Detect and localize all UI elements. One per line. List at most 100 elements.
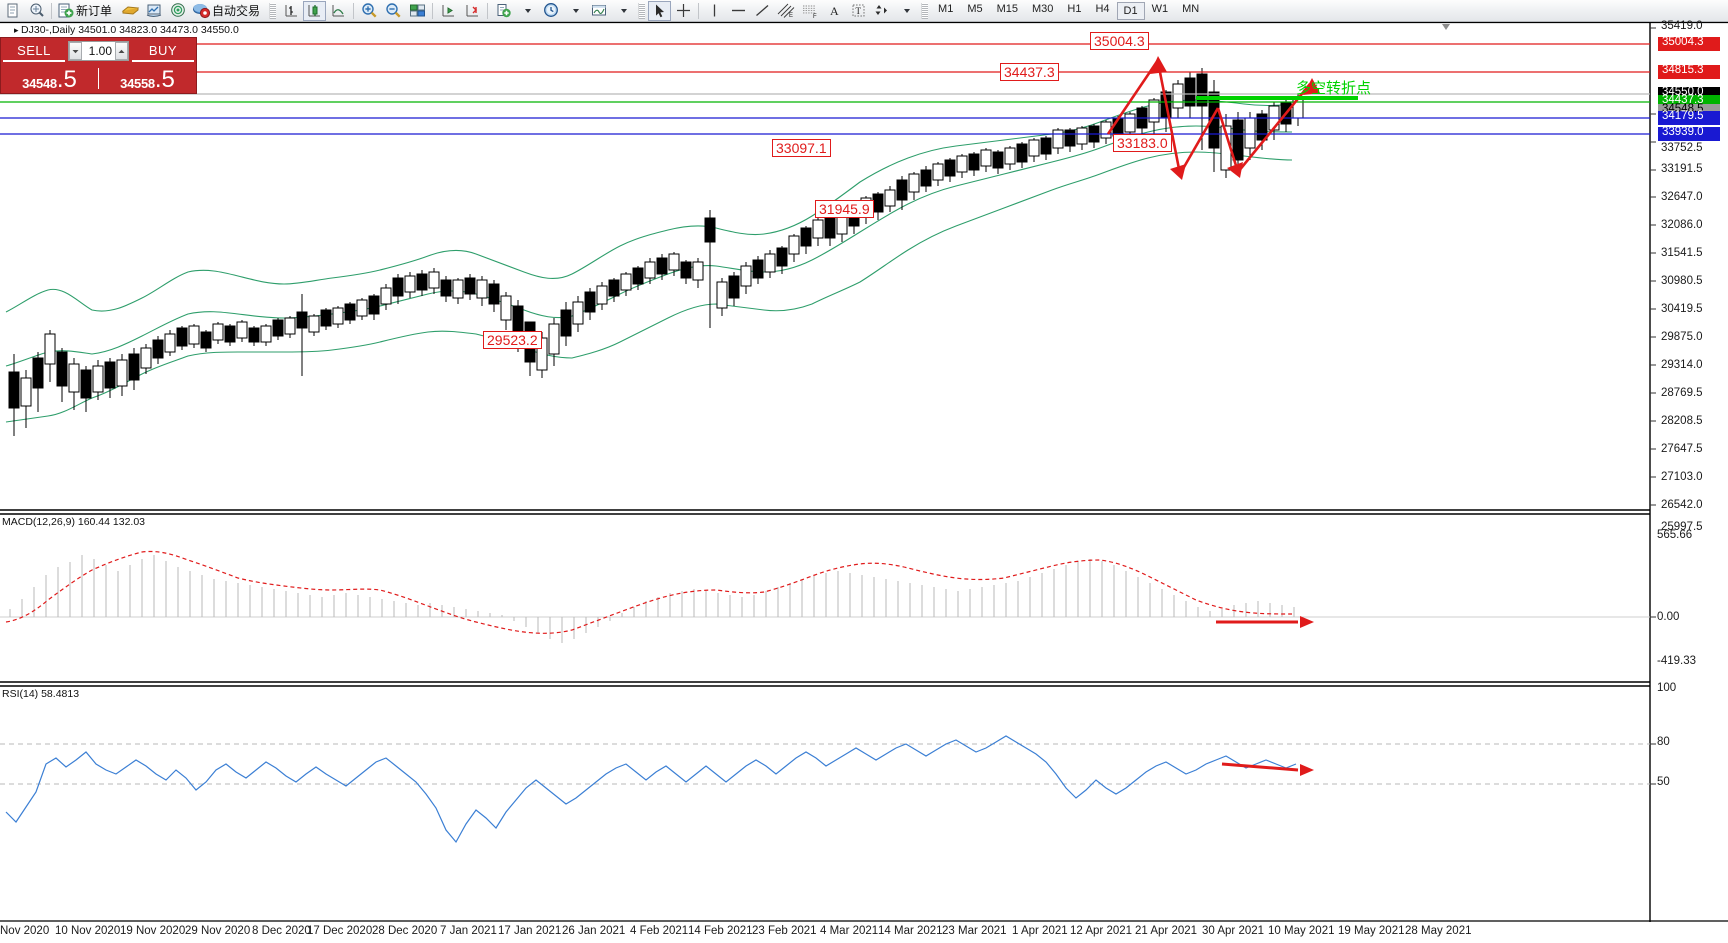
- annotation-31945[interactable]: 31945.9: [815, 200, 874, 218]
- cursor-icon[interactable]: [648, 0, 672, 21]
- toolbar-grip[interactable]: [638, 2, 646, 19]
- octp-divider: [98, 68, 99, 89]
- bollinger-middle-band: [5, 125, 1293, 367]
- y-axis-label-13: 27103.0: [1661, 471, 1703, 483]
- x-axis-label-17: 12 Apr 2021: [1070, 925, 1133, 937]
- macd-indicator-label: MACD(12,26,9) 160.44 132.03: [2, 516, 146, 528]
- bollinger-upper-band: [5, 99, 1293, 313]
- profiles-icon[interactable]: [24, 1, 48, 21]
- x-axis-label-16: 1 Apr 2021: [1012, 925, 1068, 937]
- annotation-29523[interactable]: 29523.2: [483, 331, 542, 349]
- trend-arrow-heads: [1150, 56, 1320, 180]
- timeframe-mn[interactable]: MN: [1182, 2, 1200, 15]
- toolbar-divider: [698, 2, 700, 19]
- buy-price[interactable]: 34558.5: [99, 64, 196, 93]
- annotation-33097[interactable]: 33097.1: [772, 139, 831, 157]
- new-order-button[interactable]: 新订单: [55, 1, 118, 21]
- sell-price[interactable]: 34548.5: [1, 64, 98, 93]
- x-axis-label-11: 14 Feb 2021: [688, 925, 753, 937]
- new-order-label: 新订单: [76, 4, 113, 18]
- navigator-icon[interactable]: [166, 1, 190, 21]
- x-axis-label-5: 17 Dec 2020: [307, 925, 373, 937]
- annotation-turning-point[interactable]: 多空转折点: [1296, 79, 1372, 97]
- arrows-icon[interactable]: [870, 1, 894, 21]
- bar-chart-icon[interactable]: [279, 1, 303, 21]
- tile-windows-icon[interactable]: [405, 1, 429, 21]
- sell-button[interactable]: SELL: [3, 40, 65, 62]
- zoom-in-icon[interactable]: [357, 1, 381, 21]
- price-tag-34550: 34550.0: [1662, 86, 1704, 98]
- price-tag-34179: 34179.5: [1662, 110, 1704, 122]
- timeframe-h1[interactable]: H1: [1067, 2, 1082, 15]
- timeframe-h4[interactable]: H4: [1095, 2, 1110, 15]
- timeframe-m5[interactable]: M5: [967, 2, 983, 15]
- x-axis-label-2: 19 Nov 2020: [120, 925, 186, 937]
- axis-price-tags: [1658, 37, 1720, 141]
- volume-value[interactable]: 1.00: [88, 44, 112, 58]
- one-click-trading-panel[interactable]: SELL 1.00 BUY 34548.5 34558.5: [0, 37, 197, 94]
- buy-button[interactable]: BUY: [132, 40, 194, 62]
- auto-scroll-icon[interactable]: [460, 1, 484, 21]
- equidistant-channel-icon[interactable]: E: [774, 1, 798, 21]
- chart-symbol-text: DJ30-,Daily 34501.0 34823.0 34473.0 3455…: [21, 24, 239, 36]
- price-tag-33939: 33939.0: [1662, 126, 1704, 138]
- horizontal-line-icon[interactable]: [726, 1, 750, 21]
- toolbar-grip[interactable]: [921, 2, 929, 19]
- fibonacci-icon[interactable]: F: [798, 1, 822, 21]
- shift-chart-icon[interactable]: [436, 1, 460, 21]
- zoom-out-icon[interactable]: [381, 1, 405, 21]
- annotation-34437[interactable]: 34437.3: [1000, 63, 1059, 81]
- sell-price-decimal: .5: [56, 66, 77, 93]
- text-label-icon[interactable]: T: [846, 1, 870, 21]
- rsi-axis-label-0: 100: [1657, 682, 1677, 694]
- new-chart-icon[interactable]: [0, 1, 24, 21]
- y-axis-label-5: 31541.5: [1661, 247, 1703, 259]
- timeframe-w1[interactable]: W1: [1151, 2, 1169, 15]
- macd-axis-label-0: 565.66: [1657, 529, 1693, 541]
- bollinger-lower-band: [5, 151, 1293, 423]
- octp-top-row: SELL 1.00 BUY: [1, 38, 196, 64]
- x-axis-label-4: 8 Dec 2020: [252, 925, 311, 937]
- y-axis-label-15: 25997.5: [1661, 521, 1703, 533]
- timeframe-m15[interactable]: M15: [996, 2, 1018, 15]
- volume-stepper[interactable]: 1.00: [68, 41, 129, 61]
- x-axis-label-21: 19 May 2021: [1338, 925, 1405, 937]
- indicator-dropdown-arrow[interactable]: [515, 1, 539, 21]
- y-axis-label-2: 33191.5: [1661, 163, 1703, 175]
- trendline-icon[interactable]: [750, 1, 774, 21]
- period-dropdown-arrow[interactable]: [563, 1, 587, 21]
- rsi-arrow-head: [1300, 764, 1314, 776]
- auto-trading-label: 自动交易: [212, 4, 261, 18]
- annotation-33183[interactable]: 33183.0: [1113, 134, 1172, 152]
- sell-price-integer: 34548: [22, 76, 57, 91]
- market-watch-icon[interactable]: [142, 1, 166, 21]
- timeframe-m30[interactable]: M30: [1032, 2, 1054, 15]
- toolbar-grip[interactable]: [269, 2, 277, 19]
- candlestick-chart-icon[interactable]: [303, 0, 327, 21]
- x-axis-label-6: 28 Dec 2020: [372, 925, 438, 937]
- y-axis-label-8: 29875.0: [1661, 331, 1703, 343]
- vertical-line-icon[interactable]: [702, 1, 726, 21]
- timeframe-m1[interactable]: M1: [938, 2, 954, 15]
- y-axis-label-12: 27647.5: [1661, 443, 1703, 455]
- auto-trading-button[interactable]: 自动交易: [190, 1, 266, 21]
- volume-increase-button[interactable]: [115, 42, 128, 60]
- templates-icon[interactable]: [587, 1, 611, 21]
- y-axis-label-3: 32647.0: [1661, 191, 1703, 203]
- arrows-dropdown-arrow[interactable]: [894, 1, 918, 21]
- x-axis-label-13: 4 Mar 2021: [820, 925, 879, 937]
- line-chart-icon[interactable]: [326, 1, 350, 21]
- text-icon[interactable]: A: [822, 1, 846, 21]
- templates-dropdown-arrow[interactable]: [611, 1, 635, 21]
- history-icon[interactable]: [118, 1, 142, 21]
- price-tag-34815: 34815.3: [1662, 64, 1704, 76]
- add-indicator-icon[interactable]: [491, 1, 515, 21]
- annotation-35004[interactable]: 35004.3: [1090, 32, 1149, 50]
- timeframe-d1[interactable]: D1: [1116, 1, 1145, 20]
- chart-canvas[interactable]: [0, 22, 1728, 943]
- volume-decrease-button[interactable]: [69, 42, 82, 60]
- crosshair-icon[interactable]: [671, 1, 695, 21]
- rsi-axis-label-1: 80: [1657, 736, 1670, 748]
- x-axis-label-10: 4 Feb 2021: [630, 925, 689, 937]
- period-clock-icon[interactable]: [539, 1, 563, 21]
